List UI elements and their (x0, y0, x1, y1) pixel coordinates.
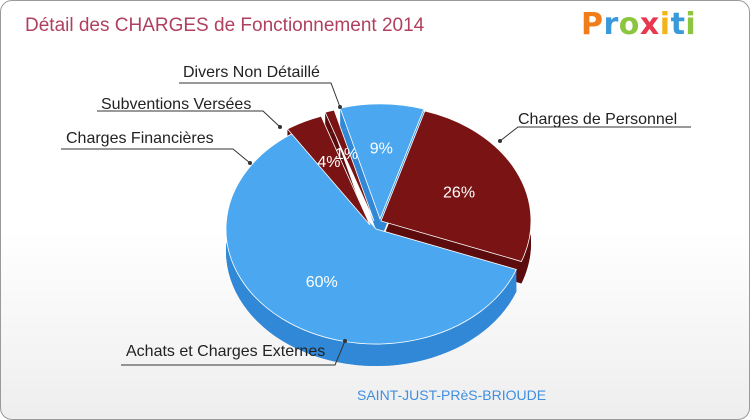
callout-line (61, 148, 251, 164)
logo-letter: P (581, 7, 604, 42)
slice-category-label: Divers Non Détaillé (183, 64, 320, 81)
slice-percent-label: 4% (317, 154, 340, 171)
slice-percent-label: 26% (443, 185, 475, 202)
callout-line (121, 340, 346, 366)
logo-letter: x (639, 7, 660, 42)
chart-title: Détail des CHARGES de Fonctionnement 201… (25, 15, 425, 36)
logo-letter: r (603, 7, 619, 42)
slice-category-label: Achats et Charges Externes (126, 343, 325, 360)
callout-dot (343, 339, 347, 343)
slice-percent-label: 60% (306, 274, 338, 291)
pie-slice (380, 110, 532, 262)
slice-category-label: Charges de Personnel (518, 111, 677, 128)
callout-line (499, 126, 691, 142)
slice-category-label: Subventions Versées (101, 96, 251, 113)
callout-dot (248, 161, 252, 165)
callout-dot (338, 105, 342, 109)
pie-slices (225, 103, 532, 345)
slice-percent-label: 9% (370, 141, 393, 158)
slice-percent-label: 1% (335, 146, 358, 163)
pie-percent-labels: 26% 60% 4%1% 9% (306, 141, 475, 291)
pie-slice (286, 115, 371, 226)
logo-letter: o (618, 7, 640, 42)
callout-line (179, 82, 341, 108)
city-name: SAINT-JUST-PRèS-BRIOUDE (357, 387, 547, 403)
logo-letter: i (659, 7, 671, 42)
callout-dot (278, 125, 282, 129)
proxiti-logo: Proxiti (581, 7, 696, 42)
logo-letter: i (685, 7, 697, 42)
logo-letter: t (670, 7, 686, 42)
slice-category-label: Charges Financières (66, 130, 214, 147)
pie-callouts: Charges de Personnel Achats et Charges Ex… (61, 64, 691, 366)
pie-slice (225, 132, 517, 345)
callout-dot (498, 139, 502, 143)
pie-slice (324, 109, 375, 222)
callout-line (97, 110, 281, 128)
